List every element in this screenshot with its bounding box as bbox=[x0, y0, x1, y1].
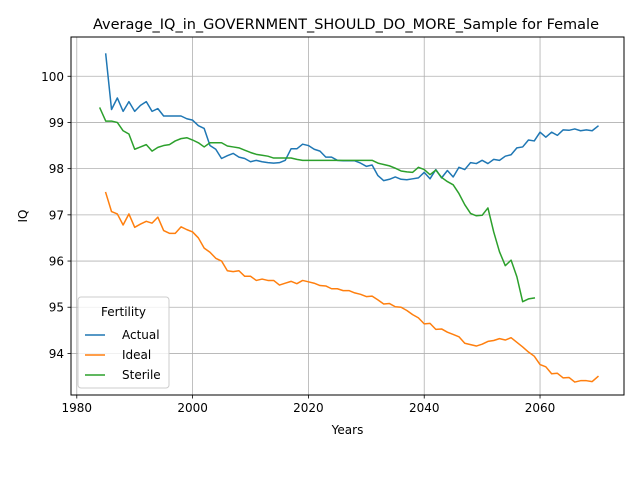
y-tick-label: 96 bbox=[49, 255, 64, 269]
y-tick-label: 98 bbox=[49, 162, 64, 176]
x-tick-label: 2020 bbox=[293, 401, 324, 415]
x-axis-label: Years bbox=[331, 423, 364, 437]
y-tick-label: 94 bbox=[49, 347, 64, 361]
chart-title: Average_IQ_in_GOVERNMENT_SHOULD_DO_MORE_… bbox=[93, 17, 599, 33]
x-tick-label: 2000 bbox=[177, 401, 208, 415]
legend-label-ideal: Ideal bbox=[122, 348, 151, 362]
y-tick-label: 100 bbox=[41, 70, 64, 84]
y-tick-label: 95 bbox=[49, 301, 64, 315]
legend-title: Fertility bbox=[101, 305, 146, 319]
y-tick-label: 97 bbox=[49, 208, 64, 222]
y-axis-label: IQ bbox=[16, 210, 30, 223]
legend: Fertility Actual Ideal Sterile bbox=[78, 297, 169, 388]
x-tick-label: 2040 bbox=[409, 401, 440, 415]
legend-label-actual: Actual bbox=[122, 328, 160, 342]
y-tick-label: 99 bbox=[49, 116, 64, 130]
legend-label-sterile: Sterile bbox=[122, 368, 161, 382]
x-tick-label: 2060 bbox=[525, 401, 556, 415]
x-tick-label: 1980 bbox=[62, 401, 93, 415]
